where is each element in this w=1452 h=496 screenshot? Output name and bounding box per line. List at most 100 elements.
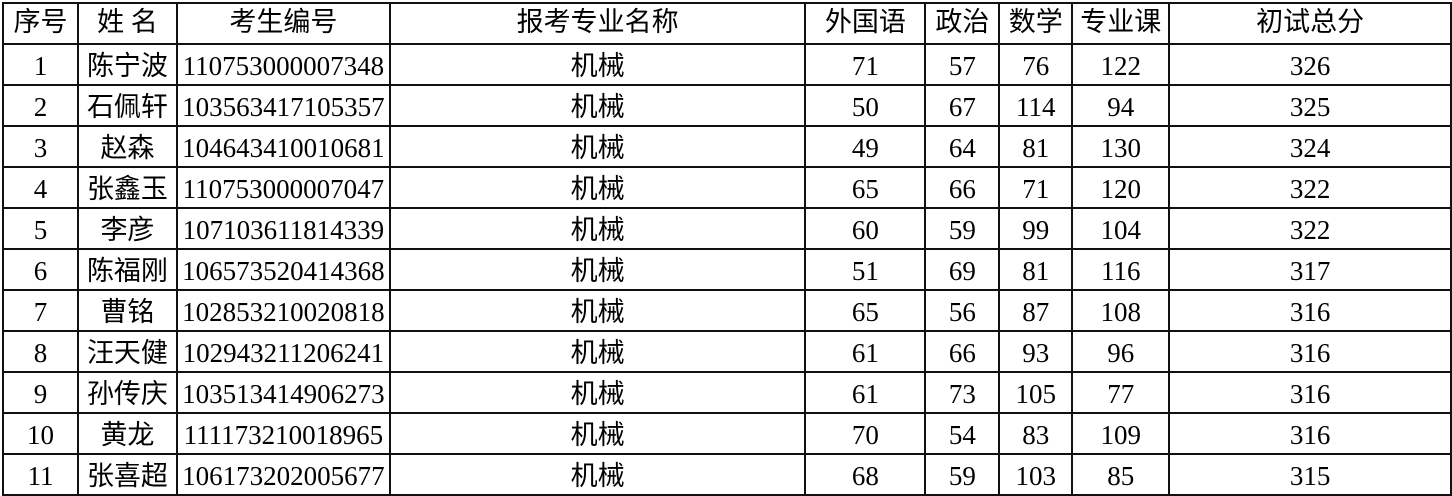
cell-name: 曹铭 [76, 289, 178, 332]
table-row: 11 张喜超 106173202005677 机械 68 59 103 85 315 [2, 453, 1452, 496]
cell-major: 机械 [388, 412, 807, 455]
cell-politics: 59 [924, 207, 1001, 250]
cell-politics: 57 [924, 43, 1001, 86]
cell-index: 6 [2, 248, 79, 291]
cell-major: 机械 [388, 125, 807, 168]
cell-exam-id: 103513414906273 [175, 371, 391, 414]
header-total: 初试总分 [1168, 2, 1452, 45]
cell-total: 326 [1168, 43, 1452, 86]
table-row: 4 张鑫玉 110753000007047 机械 65 66 71 120 322 [2, 166, 1452, 209]
cell-major: 机械 [388, 371, 807, 414]
cell-exam-id: 110753000007348 [175, 43, 391, 86]
cell-foreign-language: 61 [804, 330, 927, 373]
cell-name: 孙传庆 [76, 371, 178, 414]
cell-index: 5 [2, 207, 79, 250]
cell-math: 99 [998, 207, 1074, 250]
cell-name: 陈福刚 [76, 248, 178, 291]
cell-name: 张鑫玉 [76, 166, 178, 209]
cell-major: 机械 [388, 330, 807, 373]
cell-foreign-language: 71 [804, 43, 927, 86]
cell-major: 机械 [388, 248, 807, 291]
cell-major: 机械 [388, 43, 807, 86]
cell-politics: 69 [924, 248, 1001, 291]
cell-foreign-language: 70 [804, 412, 927, 455]
cell-major: 机械 [388, 84, 807, 127]
cell-math: 114 [998, 84, 1074, 127]
cell-total: 316 [1168, 412, 1452, 455]
cell-major-course: 77 [1071, 371, 1171, 414]
cell-major-course: 85 [1071, 453, 1171, 496]
cell-index: 7 [2, 289, 79, 332]
cell-total: 316 [1168, 330, 1452, 373]
cell-major: 机械 [388, 207, 807, 250]
cell-major-course: 116 [1071, 248, 1171, 291]
header-major: 报考专业名称 [388, 2, 807, 45]
cell-major: 机械 [388, 166, 807, 209]
cell-total: 317 [1168, 248, 1452, 291]
cell-major-course: 130 [1071, 125, 1171, 168]
cell-politics: 67 [924, 84, 1001, 127]
cell-total: 322 [1168, 207, 1452, 250]
table-row: 7 曹铭 102853210020818 机械 65 56 87 108 316 [2, 289, 1452, 332]
header-name: 姓 名 [76, 2, 178, 45]
cell-total: 315 [1168, 453, 1452, 496]
table-row: 3 赵森 104643410010681 机械 49 64 81 130 324 [2, 125, 1452, 168]
cell-foreign-language: 60 [804, 207, 927, 250]
cell-major-course: 108 [1071, 289, 1171, 332]
cell-index: 9 [2, 371, 79, 414]
cell-index: 4 [2, 166, 79, 209]
header-foreign-language: 外国语 [804, 2, 927, 45]
cell-name: 陈宁波 [76, 43, 178, 86]
table-row: 9 孙传庆 103513414906273 机械 61 73 105 77 316 [2, 371, 1452, 414]
table-row: 8 汪天健 102943211206241 机械 61 66 93 96 316 [2, 330, 1452, 373]
cell-math: 93 [998, 330, 1074, 373]
cell-exam-id: 107103611814339 [175, 207, 391, 250]
header-exam-id: 考生编号 [175, 2, 391, 45]
cell-total: 316 [1168, 289, 1452, 332]
cell-major: 机械 [388, 453, 807, 496]
cell-math: 87 [998, 289, 1074, 332]
header-major-course: 专业课 [1071, 2, 1171, 45]
cell-index: 1 [2, 43, 79, 86]
cell-exam-id: 110753000007047 [175, 166, 391, 209]
cell-name: 赵森 [76, 125, 178, 168]
cell-math: 83 [998, 412, 1074, 455]
cell-math: 81 [998, 125, 1074, 168]
cell-math: 71 [998, 166, 1074, 209]
cell-foreign-language: 61 [804, 371, 927, 414]
cell-politics: 56 [924, 289, 1001, 332]
cell-exam-id: 106573520414368 [175, 248, 391, 291]
cell-total: 324 [1168, 125, 1452, 168]
table-row: 1 陈宁波 110753000007348 机械 71 57 76 122 326 [2, 43, 1452, 86]
table-row: 10 黄龙 111173210018965 机械 70 54 83 109 316 [2, 412, 1452, 455]
cell-foreign-language: 65 [804, 289, 927, 332]
cell-exam-id: 111173210018965 [175, 412, 391, 455]
cell-index: 11 [2, 453, 79, 496]
cell-name: 张喜超 [76, 453, 178, 496]
table-row: 6 陈福刚 106573520414368 机械 51 69 81 116 317 [2, 248, 1452, 291]
cell-major-course: 109 [1071, 412, 1171, 455]
cell-major-course: 104 [1071, 207, 1171, 250]
cell-major-course: 122 [1071, 43, 1171, 86]
cell-politics: 73 [924, 371, 1001, 414]
cell-politics: 59 [924, 453, 1001, 496]
cell-name: 李彦 [76, 207, 178, 250]
table-body: 1 陈宁波 110753000007348 机械 71 57 76 122 326 2 石佩轩 103… [2, 43, 1452, 496]
cell-index: 8 [2, 330, 79, 373]
cell-foreign-language: 68 [804, 453, 927, 496]
cell-total: 322 [1168, 166, 1452, 209]
cell-name: 石佩轩 [76, 84, 178, 127]
cell-politics: 66 [924, 330, 1001, 373]
header-math: 数学 [998, 2, 1074, 45]
cell-exam-id: 102943211206241 [175, 330, 391, 373]
cell-math: 81 [998, 248, 1074, 291]
cell-index: 2 [2, 84, 79, 127]
cell-major-course: 96 [1071, 330, 1171, 373]
cell-exam-id: 102853210020818 [175, 289, 391, 332]
header-politics: 政治 [924, 2, 1001, 45]
cell-math: 76 [998, 43, 1074, 86]
cell-total: 325 [1168, 84, 1452, 127]
header-index: 序号 [2, 2, 79, 45]
cell-exam-id: 106173202005677 [175, 453, 391, 496]
cell-politics: 54 [924, 412, 1001, 455]
